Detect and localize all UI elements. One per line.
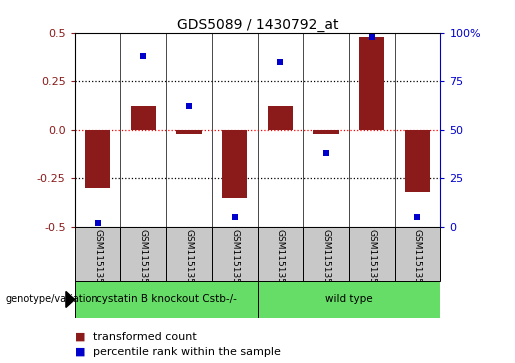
Text: wild type: wild type: [325, 294, 373, 305]
Text: GSM1151354: GSM1151354: [230, 229, 239, 289]
Polygon shape: [66, 291, 75, 307]
Bar: [314, 130, 339, 134]
Text: GSM1151358: GSM1151358: [413, 229, 422, 289]
Bar: [359, 37, 384, 130]
Text: transformed count: transformed count: [93, 332, 196, 342]
Text: cystatin B knockout Cstb-/-: cystatin B knockout Cstb-/-: [96, 294, 236, 305]
Bar: [121, 227, 166, 281]
Text: GSM1151355: GSM1151355: [276, 229, 285, 289]
Bar: [85, 130, 110, 188]
Bar: [212, 227, 258, 281]
Bar: [75, 227, 121, 281]
Point: [368, 34, 376, 40]
Bar: [405, 130, 430, 192]
Text: ■: ■: [75, 332, 85, 342]
Point: [414, 214, 422, 220]
Bar: [349, 227, 394, 281]
Text: GSM1151352: GSM1151352: [139, 229, 148, 289]
Bar: [75, 281, 258, 318]
Text: genotype/variation: genotype/variation: [5, 294, 98, 305]
Point: [93, 220, 101, 226]
Text: GSM1151357: GSM1151357: [367, 229, 376, 289]
Bar: [166, 227, 212, 281]
Bar: [258, 281, 440, 318]
Text: ■: ■: [75, 347, 85, 357]
Text: GSM1151353: GSM1151353: [184, 229, 194, 289]
Bar: [303, 227, 349, 281]
Point: [322, 150, 330, 156]
Title: GDS5089 / 1430792_at: GDS5089 / 1430792_at: [177, 18, 338, 32]
Bar: [394, 227, 440, 281]
Bar: [258, 227, 303, 281]
Bar: [222, 130, 247, 198]
Text: percentile rank within the sample: percentile rank within the sample: [93, 347, 281, 357]
Bar: [131, 106, 156, 130]
Point: [185, 103, 193, 109]
Text: GSM1151356: GSM1151356: [321, 229, 331, 289]
Point: [139, 53, 147, 59]
Point: [231, 214, 239, 220]
Bar: [268, 106, 293, 130]
Bar: [176, 130, 201, 134]
Text: GSM1151351: GSM1151351: [93, 229, 102, 289]
Point: [276, 59, 284, 65]
